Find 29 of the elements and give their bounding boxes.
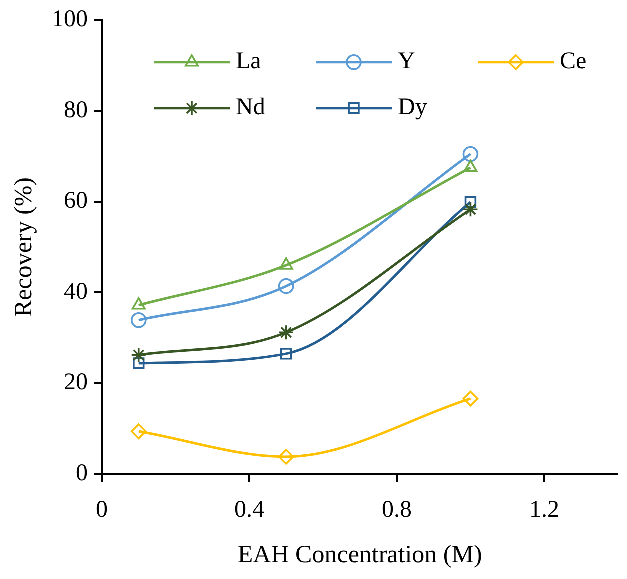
point xyxy=(130,312,147,328)
legend-label: Y xyxy=(398,48,416,75)
point xyxy=(278,278,294,294)
point xyxy=(462,146,479,162)
point xyxy=(462,390,479,407)
point xyxy=(464,196,477,208)
legend-label: Ce xyxy=(560,48,587,75)
y-tick-label: 20 xyxy=(64,370,88,396)
legend-label: Nd xyxy=(236,94,266,121)
y-tick-label: 60 xyxy=(64,188,88,214)
y-tick-label: 0 xyxy=(76,460,88,486)
point xyxy=(280,348,292,360)
point xyxy=(130,424,147,440)
point xyxy=(133,358,145,370)
x-tick-label: 0.4 xyxy=(234,496,264,523)
x-tick-label: 0.8 xyxy=(382,496,412,523)
y-tick-label: 80 xyxy=(64,97,88,124)
y-axis-title: Recovery (%) xyxy=(10,178,38,318)
legend-label: La xyxy=(236,48,262,75)
point xyxy=(278,324,294,341)
point xyxy=(278,449,294,465)
y-tick-label: 100 xyxy=(52,6,88,33)
legend-label: Dy xyxy=(398,94,428,121)
x-tick-label: 1.2 xyxy=(529,496,560,523)
y-tick-label: 40 xyxy=(64,278,88,305)
point xyxy=(462,202,479,218)
point xyxy=(130,347,147,364)
x-axis-title: EAH Concentration (M) xyxy=(238,542,482,569)
x-tick-label: 0 xyxy=(96,496,108,523)
